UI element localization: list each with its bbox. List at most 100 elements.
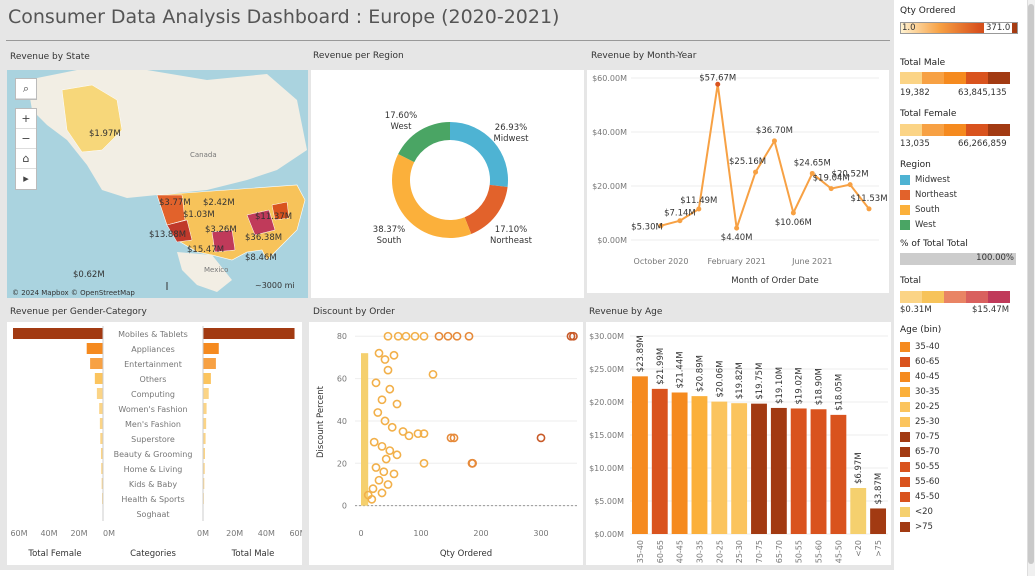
- female-bar[interactable]: [86, 343, 103, 354]
- male-bar[interactable]: [203, 373, 211, 384]
- scatter-point[interactable]: [404, 431, 414, 441]
- line-point[interactable]: [771, 138, 777, 144]
- female-bar[interactable]: [100, 433, 103, 444]
- scatter-point[interactable]: [374, 348, 384, 358]
- scatter-point[interactable]: [369, 437, 379, 447]
- month-line-chart[interactable]: $0.00M $20.00M $40.00M $60.00M $5.30M$7.14M $…: [587, 70, 889, 293]
- scatter-point[interactable]: [373, 408, 383, 417]
- scatter-point[interactable]: [392, 399, 402, 409]
- scatter-point[interactable]: [413, 429, 423, 439]
- line-point[interactable]: [658, 223, 664, 229]
- scatter-point[interactable]: [452, 331, 462, 341]
- age-bar[interactable]: [711, 401, 728, 534]
- male-bar[interactable]: [203, 343, 219, 354]
- scatter-point[interactable]: [446, 433, 456, 443]
- line-point[interactable]: [696, 206, 702, 212]
- scatter-point[interactable]: [380, 416, 390, 426]
- donut-slice-northeast[interactable]: [464, 184, 508, 234]
- scatter-point[interactable]: [449, 433, 459, 443]
- age-bar[interactable]: [850, 487, 867, 534]
- female-bar[interactable]: [101, 478, 103, 489]
- female-bar[interactable]: [99, 418, 103, 429]
- legend-region-item[interactable]: South: [900, 202, 940, 217]
- line-point[interactable]: [677, 218, 683, 224]
- region-donut[interactable]: 26.93%Midwest 17.10%Northeast 38.37%South 1…: [311, 70, 584, 298]
- scatter-point[interactable]: [434, 331, 444, 341]
- age-bar[interactable]: [790, 408, 807, 534]
- female-bar[interactable]: [90, 358, 103, 369]
- male-bar[interactable]: [203, 463, 205, 474]
- male-bar[interactable]: [203, 358, 216, 369]
- map-canvas[interactable]: Canada Mexico $1.97M$0.62M$3.77M $2.42M$1…: [7, 70, 308, 298]
- plus-icon[interactable]: +: [16, 109, 36, 129]
- line-point[interactable]: [828, 186, 834, 192]
- legend-age-item[interactable]: 25-30: [900, 414, 940, 429]
- minus-icon[interactable]: −: [16, 129, 36, 149]
- scatter-point[interactable]: [410, 331, 420, 341]
- scatter-point[interactable]: [464, 331, 474, 341]
- line-point[interactable]: [753, 169, 759, 175]
- legend-age-item[interactable]: 45-50: [900, 489, 940, 504]
- age-bar[interactable]: [870, 508, 887, 534]
- scatter-point[interactable]: [371, 378, 381, 388]
- scrollbar[interactable]: [1027, 0, 1035, 576]
- scatter-point[interactable]: [383, 331, 393, 341]
- line-point[interactable]: [790, 210, 796, 216]
- scatter-point[interactable]: [568, 331, 578, 341]
- age-bar[interactable]: [751, 403, 767, 534]
- scatter-point[interactable]: [380, 355, 390, 364]
- male-bar[interactable]: [203, 388, 209, 399]
- legend-age-item[interactable]: 20-25: [900, 399, 940, 414]
- scatter-point[interactable]: [377, 488, 387, 498]
- scatter-point[interactable]: [383, 365, 393, 375]
- line-point[interactable]: [734, 225, 740, 231]
- scatter-point[interactable]: [389, 469, 399, 479]
- age-bar-chart[interactable]: $0.00M $5.00M $10.00M $15.00M $20.00M $25.00M…: [586, 322, 891, 565]
- scatter-point[interactable]: [419, 331, 429, 341]
- legend-region-item[interactable]: West: [900, 217, 936, 232]
- scatter-point[interactable]: [385, 384, 395, 394]
- age-bar[interactable]: [830, 414, 847, 534]
- scrollbar-thumb[interactable]: [1028, 4, 1034, 564]
- legend-age-item[interactable]: 60-65: [900, 354, 940, 369]
- scatter-point[interactable]: [387, 422, 397, 432]
- male-bar[interactable]: [203, 448, 206, 459]
- scatter-point[interactable]: [371, 463, 381, 472]
- line-point[interactable]: [809, 170, 815, 176]
- age-bar[interactable]: [631, 376, 648, 534]
- scatter-point[interactable]: [428, 369, 438, 379]
- legend-region-item[interactable]: Midwest: [900, 172, 950, 187]
- discount-scatter[interactable]: 0 20 40 60 80 0 100 200 300 Qty Ordered Discount P…: [309, 322, 583, 565]
- home-icon[interactable]: ⌂: [16, 149, 36, 169]
- scatter-point[interactable]: [383, 480, 393, 489]
- gender-category-chart[interactable]: Mobiles & Tablets Appliances Entertainment…: [7, 322, 302, 565]
- donut-slice-west[interactable]: [398, 122, 450, 163]
- scatter-point[interactable]: [389, 350, 399, 360]
- line-point[interactable]: [715, 81, 721, 87]
- male-bar[interactable]: [203, 418, 207, 429]
- donut-slice-south[interactable]: [392, 153, 472, 239]
- legend-age-item[interactable]: 30-35: [900, 384, 940, 399]
- scatter-point[interactable]: [385, 446, 395, 455]
- age-bar[interactable]: [671, 392, 688, 534]
- map-search-ctrl[interactable]: ⌕: [15, 78, 37, 100]
- map-attribution[interactable]: © 2024 Mapbox © OpenStreetMap: [12, 289, 135, 297]
- dense-cluster[interactable]: [361, 353, 369, 506]
- play-icon[interactable]: ▸: [23, 172, 29, 185]
- age-bar[interactable]: [810, 409, 827, 534]
- scatter-point[interactable]: [536, 433, 546, 443]
- scatter-point[interactable]: [367, 494, 377, 504]
- legend-region-item[interactable]: Northeast: [900, 187, 957, 202]
- scatter-point[interactable]: [368, 484, 378, 494]
- age-bar[interactable]: [691, 396, 708, 534]
- male-bar[interactable]: [203, 328, 295, 339]
- legend-age-item[interactable]: 50-55: [900, 459, 940, 474]
- male-bar[interactable]: [203, 478, 205, 489]
- scatter-point[interactable]: [379, 467, 389, 477]
- map-panel[interactable]: Canada Mexico $1.97M $0.62M $3.77M $2.42M $1…: [7, 70, 308, 298]
- donut-slice-midwest[interactable]: [450, 122, 508, 188]
- scatter-point[interactable]: [381, 454, 391, 464]
- female-bar[interactable]: [96, 388, 103, 399]
- map-zoom-ctrl[interactable]: + − ⌂ ▸: [15, 108, 37, 190]
- scatter-point[interactable]: [419, 458, 429, 468]
